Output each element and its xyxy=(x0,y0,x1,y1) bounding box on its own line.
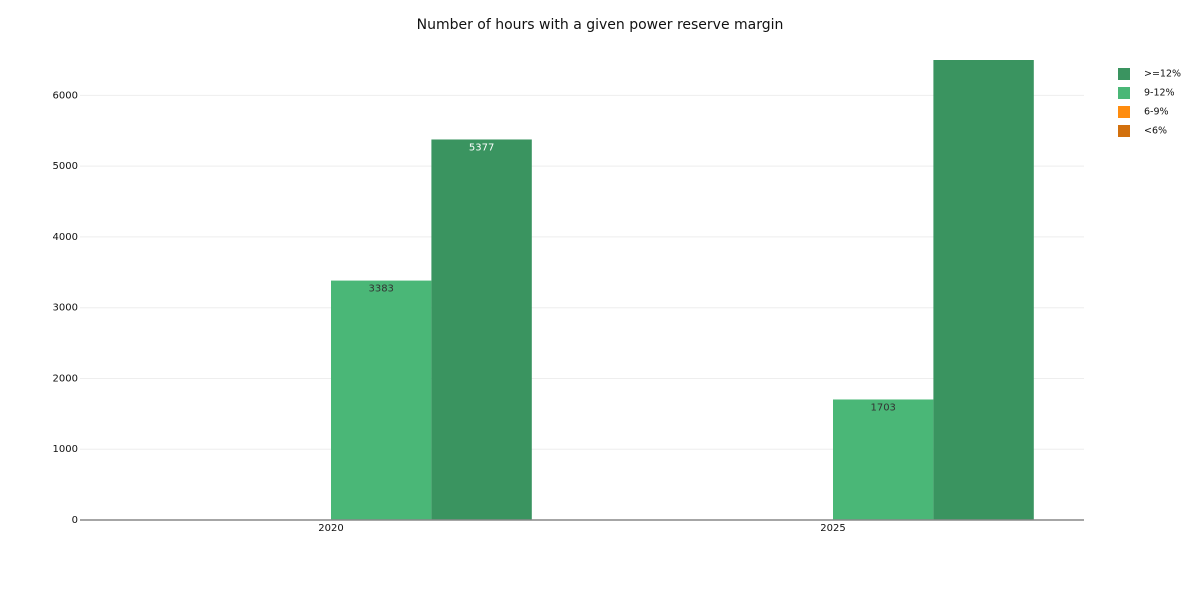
bar xyxy=(431,139,532,520)
plot-area xyxy=(331,60,1034,520)
legend-label: >=12% xyxy=(1144,69,1181,80)
y-tick-label: 1000 xyxy=(53,444,78,455)
data-label: 3383 xyxy=(368,284,393,295)
y-tick-label: 4000 xyxy=(53,232,78,243)
legend-swatch xyxy=(1118,125,1130,137)
y-tick-label: 3000 xyxy=(53,303,78,314)
chart-title: Number of hours with a given power reser… xyxy=(417,17,784,33)
legend-label: 9-12% xyxy=(1144,88,1175,99)
y-tick-label: 6000 xyxy=(53,90,78,101)
bar xyxy=(933,60,1034,520)
x-tick-label: 2025 xyxy=(820,523,845,534)
x-tick-label: 2020 xyxy=(318,523,343,534)
y-tick-label: 0 xyxy=(72,515,78,526)
legend-label: 6-9% xyxy=(1144,107,1169,118)
bar xyxy=(331,280,432,520)
legend-label: <6% xyxy=(1144,126,1167,137)
legend-swatch xyxy=(1118,106,1130,118)
y-tick-label: 5000 xyxy=(53,161,78,172)
legend-swatch xyxy=(1118,87,1130,99)
data-label: 5377 xyxy=(469,142,494,153)
bar xyxy=(833,399,934,520)
y-tick-label: 2000 xyxy=(53,373,78,384)
data-label: 1703 xyxy=(870,402,895,413)
legend-swatch xyxy=(1118,68,1130,80)
